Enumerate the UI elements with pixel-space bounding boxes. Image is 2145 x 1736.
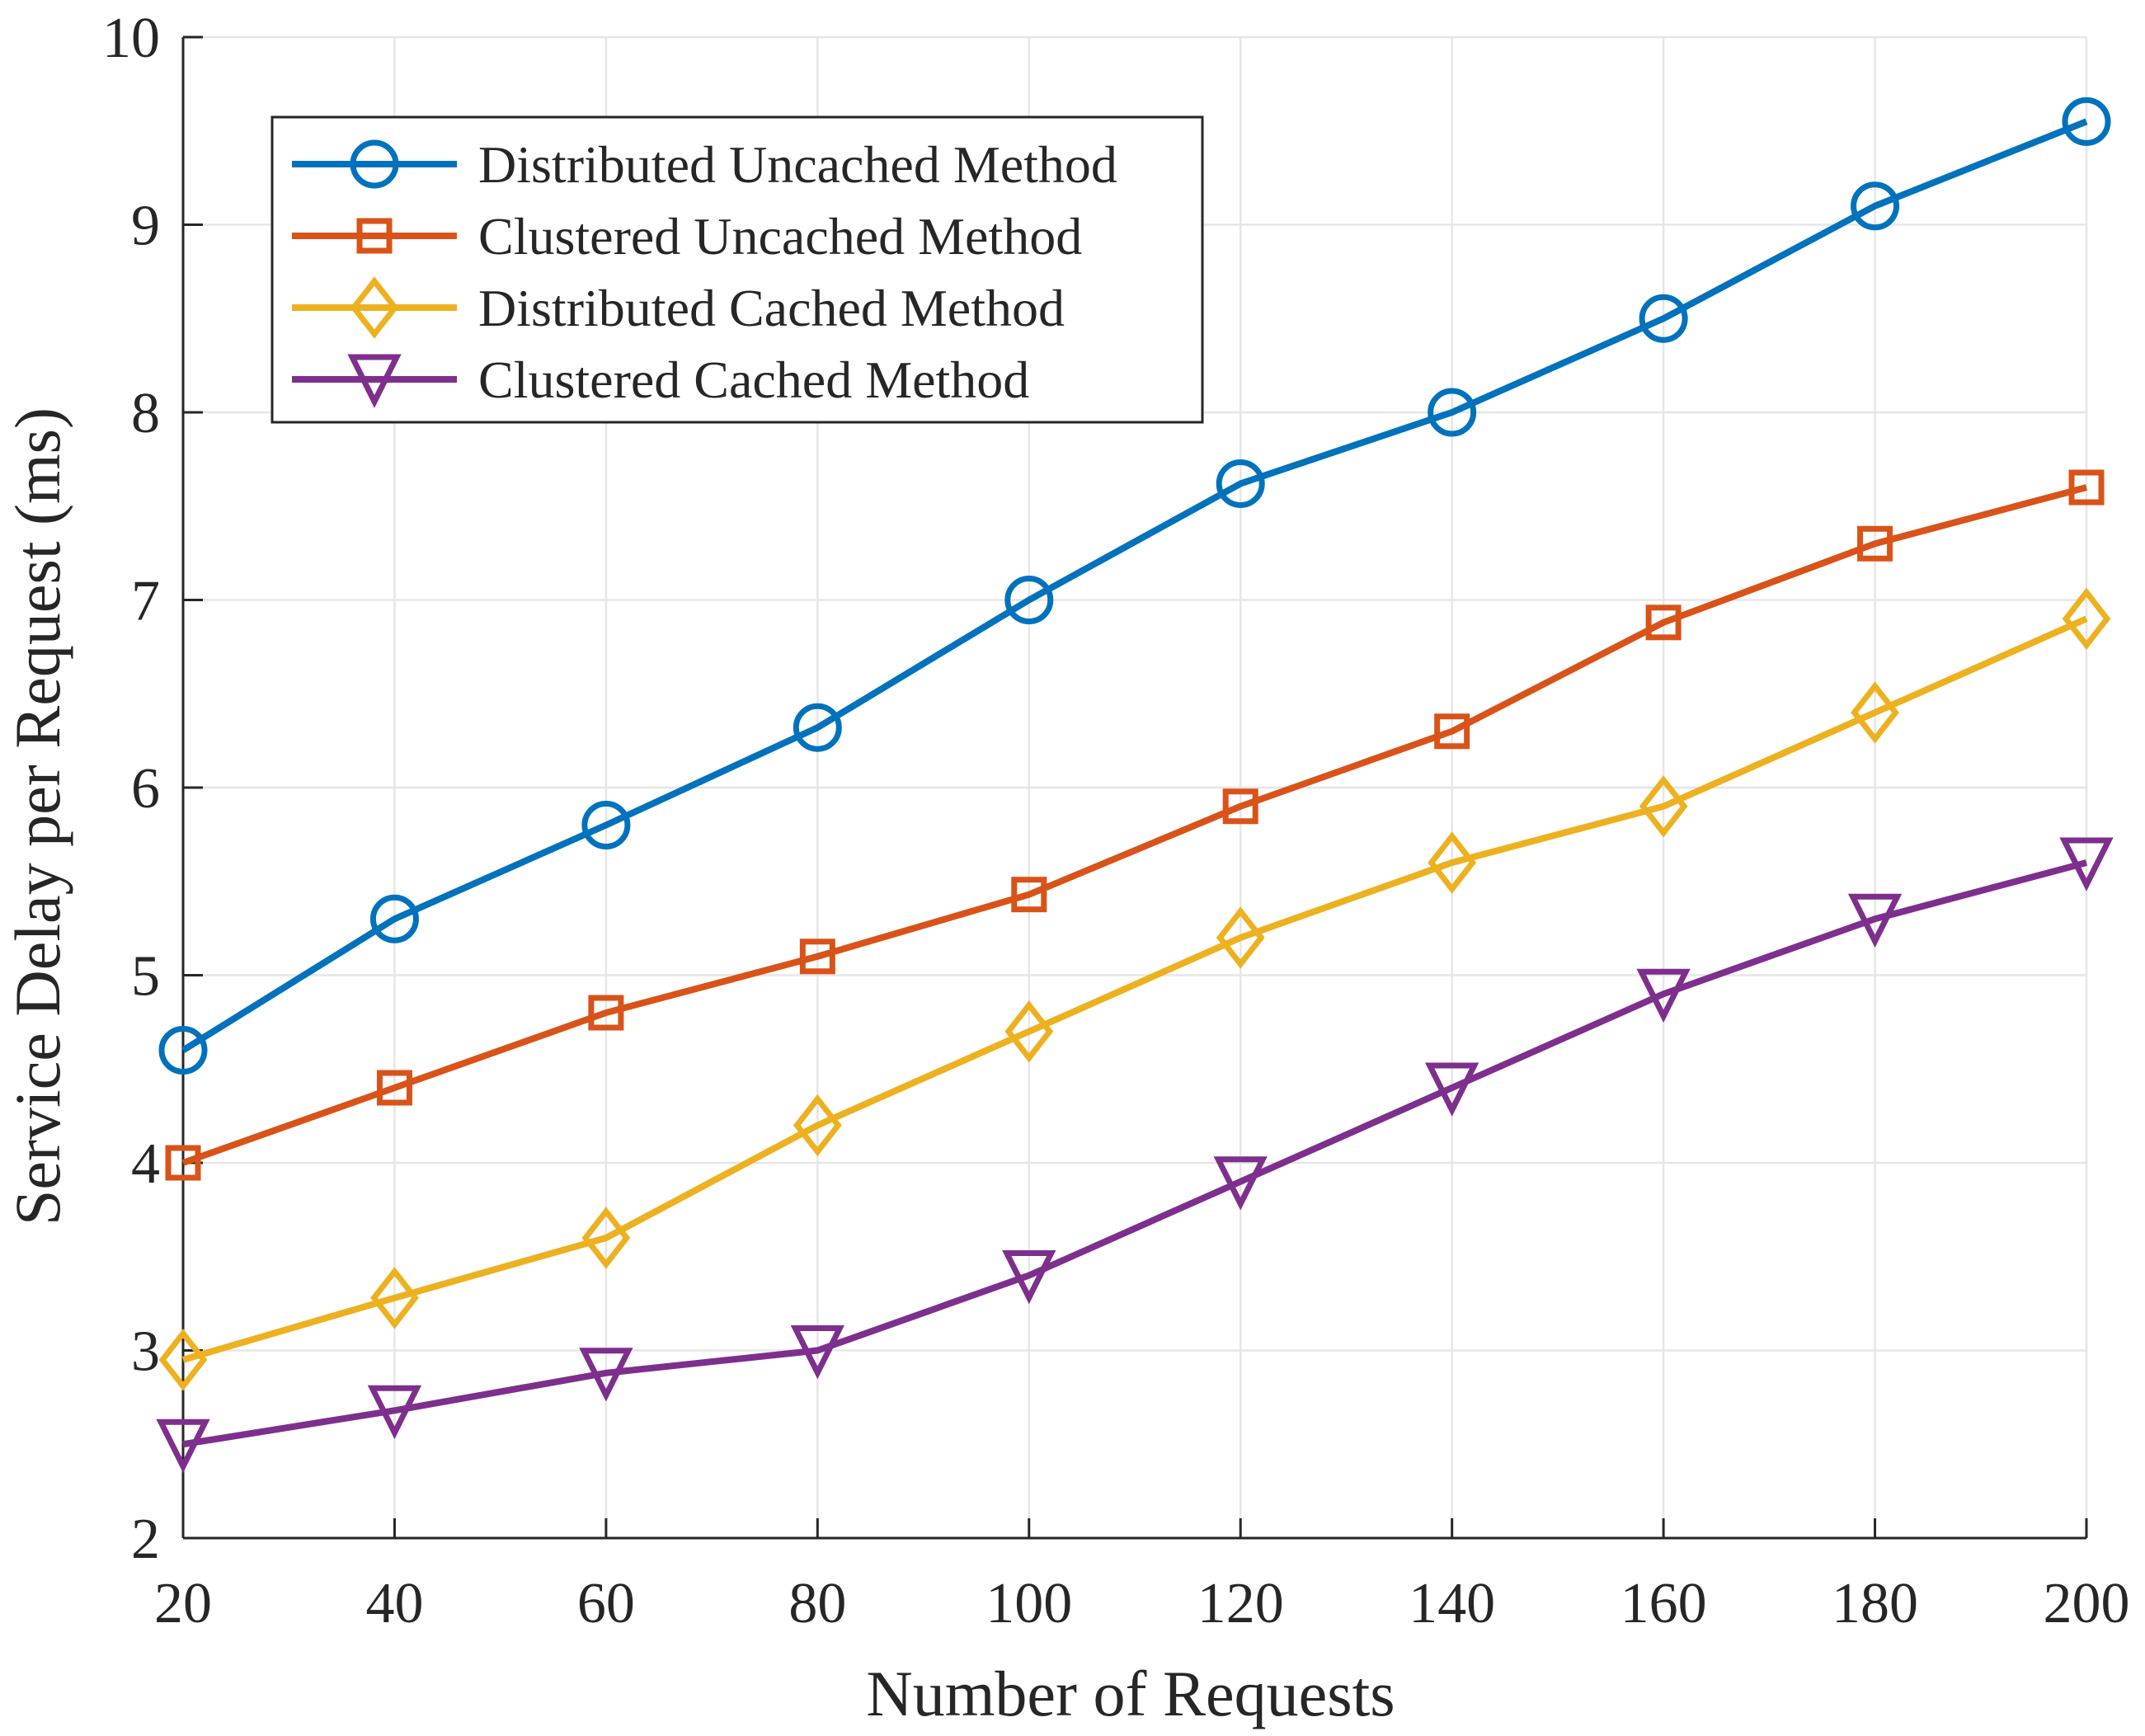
series-line: [182, 859, 2088, 1448]
legend: Distributed Uncached Method Clustered Unc…: [270, 115, 1204, 424]
legend-box: [270, 115, 1204, 424]
legend-label: Clustered Cached Method: [478, 350, 1029, 409]
x-tick-label: 140: [1409, 1572, 1495, 1635]
x-tick-label: 120: [1197, 1572, 1284, 1635]
data-point: [790, 1325, 844, 1380]
data-point: [1645, 605, 1682, 641]
y-tick-label: 9: [131, 195, 160, 258]
series-line: [181, 118, 2088, 1053]
data-point: [158, 1329, 208, 1391]
data-point: [156, 1418, 210, 1474]
y-tick-label: 4: [131, 1132, 160, 1196]
data-point: [2068, 469, 2105, 506]
x-tick-label: 40: [365, 1572, 423, 1635]
legend-label: Clustered Uncached Method: [478, 207, 1082, 266]
data-point: [1639, 775, 1688, 838]
data-point: [1216, 906, 1265, 969]
data-point: [1216, 459, 1265, 508]
data-point: [1428, 388, 1477, 437]
x-tick-label: 100: [985, 1572, 1072, 1635]
data-point: [1851, 181, 1900, 231]
data-point: [369, 894, 419, 943]
data-point: [1636, 968, 1691, 1023]
data-point: [581, 801, 631, 849]
data-point: [799, 939, 835, 975]
x-tick-label: 80: [788, 1572, 846, 1635]
legend-swatch-marker: [350, 139, 399, 189]
data-point: [793, 1094, 842, 1157]
y-axis-label: Service Delay per Request (ms): [2, 407, 73, 1226]
data-point: [367, 1385, 422, 1440]
y-tick-labels: 2 3 4 5 6 7 8 9 10: [102, 7, 160, 1571]
data-point: [1004, 1000, 1054, 1063]
data-point: [1434, 713, 1470, 750]
x-tick-label: 60: [577, 1572, 635, 1635]
series-group: [156, 96, 2114, 1474]
x-tick-label: 160: [1621, 1572, 1707, 1635]
data-point: [2059, 837, 2114, 892]
series-2: [165, 469, 2105, 1181]
data-point: [376, 1070, 412, 1106]
data-point: [370, 1267, 419, 1329]
y-tick-label: 3: [131, 1320, 160, 1384]
x-axis-label: Number of Requests: [866, 1658, 1395, 1729]
series-line: [181, 484, 2088, 1166]
y-tick-label: 2: [131, 1508, 160, 1571]
x-tick-label: 200: [2044, 1572, 2130, 1635]
series-line: [181, 615, 2088, 1363]
legend-item: Distributed Cached Method: [292, 276, 1065, 339]
data-point: [588, 995, 624, 1031]
data-point: [1428, 831, 1477, 894]
data-point: [2062, 587, 2111, 650]
data-point: [1004, 576, 1054, 624]
data-point: [1851, 681, 1899, 744]
x-tick-label: 180: [1832, 1572, 1918, 1635]
legend-item: Clustered Cached Method: [292, 350, 1029, 409]
data-point: [1213, 1156, 1268, 1211]
x-tick-labels: 20 40 60 80 100 120 140 160 180 200: [154, 1572, 2130, 1635]
y-tick-label: 8: [131, 382, 160, 445]
legend-item: Distributed Uncached Method: [292, 135, 1117, 194]
y-tick-label: 7: [131, 570, 160, 633]
x-tick-label: 20: [154, 1572, 212, 1635]
data-point: [1002, 1250, 1056, 1305]
legend-swatch-marker: [350, 276, 399, 339]
legend-swatch-marker: [356, 218, 393, 254]
legend-item: Clustered Uncached Method: [292, 207, 1082, 266]
data-point: [158, 1026, 208, 1075]
series-3: [158, 587, 2111, 1391]
series-1: [158, 96, 2111, 1075]
data-point: [793, 703, 842, 752]
data-point: [1011, 877, 1047, 913]
axes: [181, 35, 2088, 1540]
data-point: [1425, 1062, 1479, 1117]
data-point: [1857, 525, 1893, 562]
legend-swatch-marker: [347, 354, 402, 408]
data-point: [581, 1207, 631, 1269]
legend-label: Distributed Cached Method: [478, 279, 1065, 337]
y-tick-label: 10: [102, 7, 160, 70]
y-tick-label: 6: [131, 757, 160, 821]
y-tick-label: 5: [131, 945, 160, 1009]
data-point: [165, 1145, 201, 1181]
data-point: [1222, 788, 1258, 825]
data-point: [1639, 294, 1688, 343]
data-point: [579, 1348, 633, 1402]
data-point: [2062, 96, 2111, 146]
series-4: [156, 837, 2114, 1474]
legend-label: Distributed Uncached Method: [478, 135, 1117, 194]
data-point: [1847, 893, 1903, 948]
